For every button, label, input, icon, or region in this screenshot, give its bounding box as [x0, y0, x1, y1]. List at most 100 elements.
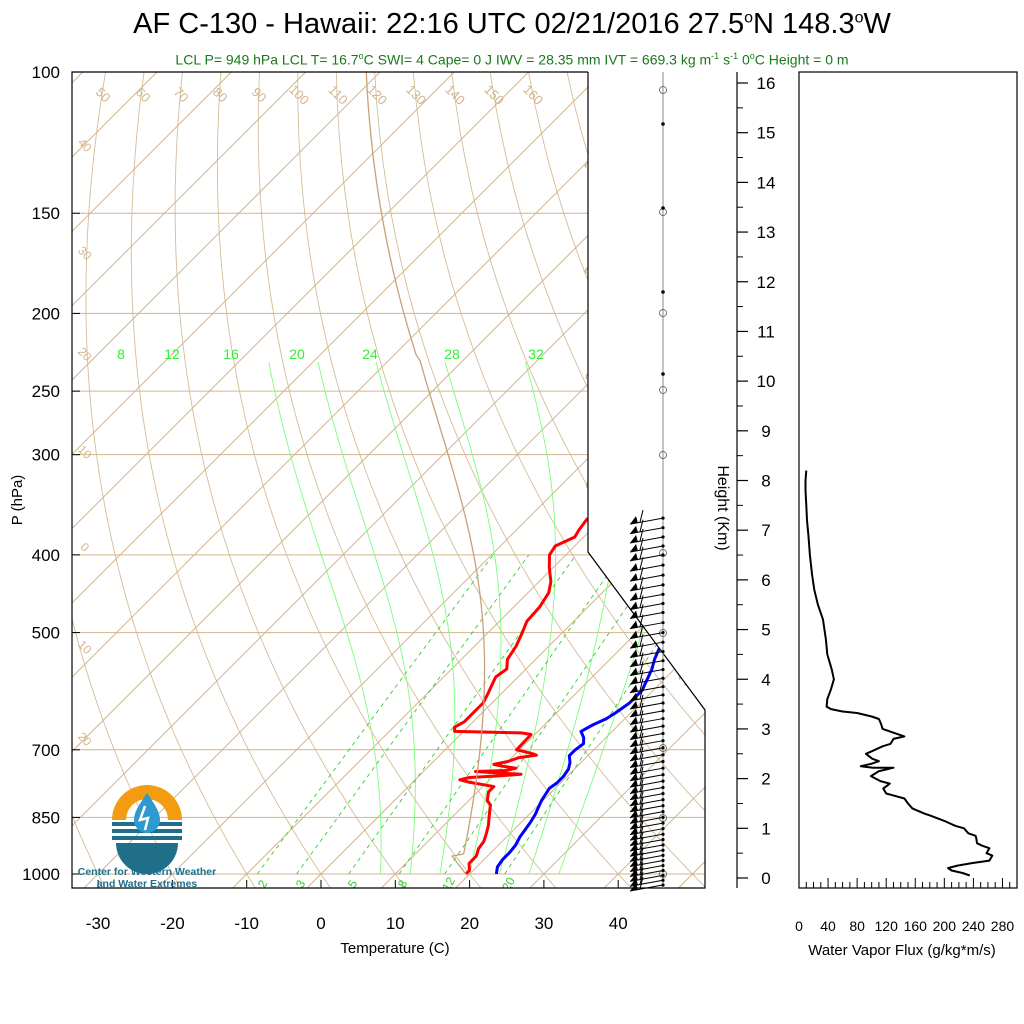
dry-adiabat-label: 70	[171, 84, 192, 105]
barb-flag	[630, 692, 638, 701]
mixing-ratio-label: 20	[499, 874, 518, 893]
barb-flag	[630, 544, 638, 553]
wind-barb	[629, 746, 665, 762]
isotherm-line	[377, 72, 705, 888]
barb-flag	[630, 658, 638, 667]
isotherm-label-left: 20	[75, 344, 95, 364]
barb-flag	[630, 582, 638, 591]
height-tick-label: 5	[761, 621, 770, 640]
mixing-ratio-label: 2	[255, 877, 271, 890]
cw3e-logo-icon	[112, 785, 182, 874]
wind-barb	[629, 519, 665, 535]
barb-flag	[630, 552, 638, 561]
wind-barb	[629, 624, 665, 640]
height-tick-label: 7	[761, 521, 770, 540]
pressure-tick-label: 100	[32, 63, 60, 82]
mixing-ratio-label: 8	[395, 877, 411, 890]
barb-flag	[630, 676, 638, 685]
staff-dot	[661, 372, 665, 376]
barb-feather	[639, 831, 644, 844]
flux-tick-label: 280	[991, 918, 1015, 934]
chart-title: AF C-130 - Hawaii: 22:16 UTC 02/21/2016 …	[133, 8, 891, 40]
subtitle-part-g: C Height = 0 m	[754, 51, 849, 68]
pressure-tick-label: 700	[32, 741, 60, 760]
skewt-grid: 50 60 70 80 90 100 110 120 130 140 150 160403020100…	[72, 72, 1024, 893]
isotherm-line	[72, 72, 381, 888]
barb-feather	[639, 847, 644, 860]
barb-feather	[639, 576, 644, 589]
barb-feather	[639, 809, 644, 822]
barb-feather	[639, 779, 644, 792]
pressure-tick-label: 200	[32, 304, 60, 323]
staff-dot	[661, 206, 665, 210]
isotherm-line	[72, 72, 705, 888]
barb-feather	[639, 528, 644, 542]
isotherm-label-left: 10	[75, 442, 95, 462]
flux-tick-label: 240	[962, 918, 986, 934]
barb-feather	[639, 643, 644, 656]
wind-barbs	[629, 72, 667, 892]
wind-barb	[629, 604, 665, 619]
dry-adiabat-label: 100	[286, 82, 312, 108]
barb-flag	[630, 525, 638, 534]
height-tick-label: 4	[761, 670, 770, 689]
dry-adiabat	[836, 72, 1024, 891]
moist-adiabat-label: 24	[362, 346, 378, 362]
mixing-ratio-label: 5	[345, 877, 361, 890]
barb-flag	[630, 716, 638, 725]
isotherm-line	[72, 72, 529, 888]
isotherm-label-left: 30	[75, 243, 95, 263]
wind-barb	[629, 661, 665, 677]
wind-barb	[629, 567, 665, 582]
subtitle-part-a: LCL P= 949 hPa LCL T= 16.7	[175, 51, 359, 68]
isotherm-label-right: 30	[674, 660, 705, 691]
isotherm-line	[80, 72, 705, 888]
barb-feather	[639, 857, 644, 870]
temperature-tick-label: 20	[460, 914, 479, 933]
dry-adiabat	[412, 72, 705, 888]
barb-flag	[630, 573, 638, 582]
staff-circle	[659, 86, 667, 94]
wind-barb	[629, 739, 665, 755]
barb-feather	[639, 604, 644, 617]
barb-feather	[639, 710, 644, 723]
dry-adiabat-label: 90	[249, 84, 270, 105]
staff-dot	[661, 290, 665, 294]
logo-line-1: Center for Western Weather	[77, 866, 217, 878]
isotherm-line	[72, 72, 678, 888]
barb-flag	[630, 745, 638, 754]
dry-adiabat	[216, 72, 484, 888]
wind-barb	[629, 766, 665, 782]
pressure-tick-label: 500	[32, 624, 60, 643]
isotherm-label-right: 30	[580, 148, 611, 179]
height-tick-label: 13	[757, 223, 776, 242]
cw3e-logo	[112, 785, 182, 874]
height-tick-label: 0	[761, 869, 770, 888]
height-tick-label: 9	[761, 422, 770, 441]
flux-panel: 0 40 80 120 160 200 240 280 Water Vapor Flux (g/…	[795, 71, 1018, 959]
height-tick-label: 3	[761, 720, 770, 739]
logo-text: Center for Western Weather and Water Ext…	[70, 866, 224, 890]
temperature-tick-label: -20	[160, 914, 185, 933]
barb-feather	[639, 760, 644, 773]
barb-feather	[639, 753, 644, 766]
staff-circle	[659, 549, 667, 557]
isotherm-line	[600, 72, 705, 888]
dry-adiabat	[297, 72, 635, 888]
barb-feather	[639, 702, 644, 715]
barb-feather	[639, 567, 644, 580]
moist-adiabat-label: 8	[117, 346, 125, 362]
pressure-tick-label: 150	[32, 204, 60, 223]
barb-flag	[630, 700, 638, 709]
pressure-tick-label: 850	[32, 808, 60, 827]
dry-adiabat-label: 150	[481, 82, 507, 108]
isotherm-line	[155, 72, 705, 888]
skewt-frame	[71, 71, 706, 889]
flux-line	[804, 470, 994, 877]
title-lat-unit: N 148.3	[753, 8, 855, 40]
staff-circle	[659, 309, 667, 317]
mixing-ratio-line	[398, 554, 622, 875]
barb-flag	[630, 534, 638, 543]
